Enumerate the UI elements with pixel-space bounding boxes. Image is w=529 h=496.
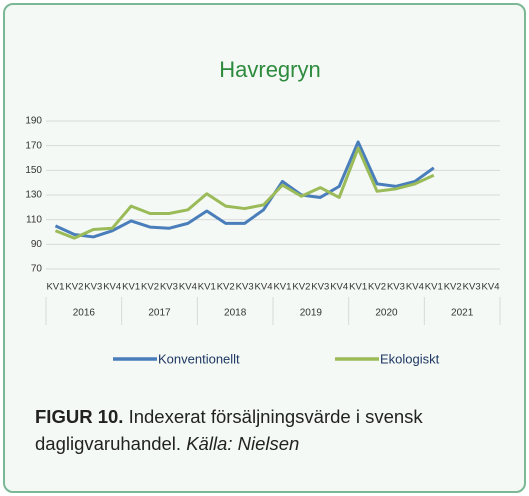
x-tick-label: KV4 xyxy=(255,282,273,293)
x-tick-label: KV1 xyxy=(425,282,443,293)
y-tick-label: 110 xyxy=(26,214,42,225)
x-tick-label: KV2 xyxy=(65,282,83,293)
x-tick-label: KV3 xyxy=(387,282,405,293)
group-label: 2016 xyxy=(73,308,96,319)
y-tick-label: 130 xyxy=(25,190,42,201)
legend-label: Konventionellt xyxy=(158,351,240,366)
group-label: 2017 xyxy=(148,308,171,319)
series-line xyxy=(54,140,435,239)
x-tick-label: KV3 xyxy=(463,282,481,293)
x-tick-label: KV1 xyxy=(46,282,64,293)
chart-title: Havregryn xyxy=(219,57,320,82)
x-tick-label: KV4 xyxy=(103,282,121,293)
x-tick-label: KV2 xyxy=(217,282,235,293)
x-tick-label: KV3 xyxy=(311,282,329,293)
x-tick-label: KV2 xyxy=(444,282,462,293)
x-tick-label: KV4 xyxy=(330,282,348,293)
x-tick-label: KV4 xyxy=(179,282,197,293)
caption-source: Källa: Nielsen xyxy=(186,433,300,454)
x-tick-label: KV4 xyxy=(482,282,500,293)
x-tick-label: KV2 xyxy=(368,282,386,293)
x-tick-label: KV2 xyxy=(141,282,159,293)
x-tick-label: KV3 xyxy=(160,282,178,293)
group-label: 2020 xyxy=(375,308,398,319)
y-tick-label: 190 xyxy=(25,116,42,127)
series-line xyxy=(54,146,435,240)
y-tick-label: 170 xyxy=(25,140,42,151)
group-label: 2021 xyxy=(451,308,474,319)
y-tick-label: 90 xyxy=(31,239,43,250)
caption: FIGUR 10. Indexerat försäljningsvärde i … xyxy=(35,403,495,457)
x-tick-label: KV1 xyxy=(122,282,140,293)
y-tick-label: 150 xyxy=(25,165,42,176)
card: Havregryn 70 90 110 130 150 170 190 KV1 KV2 KV3 KV… xyxy=(3,3,526,493)
group-label: 2018 xyxy=(224,308,247,319)
caption-label: FIGUR 10. xyxy=(35,406,124,427)
x-tick-label: KV4 xyxy=(406,282,424,293)
x-tick-label: KV3 xyxy=(236,282,254,293)
x-tick-label: KV1 xyxy=(198,282,216,293)
legend-label: Ekologiskt xyxy=(380,351,440,366)
x-tick-label: KV3 xyxy=(84,282,102,293)
group-label: 2019 xyxy=(300,308,323,319)
x-tick-label: KV2 xyxy=(292,282,310,293)
x-tick-label: KV1 xyxy=(273,282,291,293)
caption-text: Indexerat försäljningsvärde i svensk dag… xyxy=(35,406,423,454)
x-tick-label: KV1 xyxy=(349,282,367,293)
y-tick-label: 70 xyxy=(31,264,43,275)
